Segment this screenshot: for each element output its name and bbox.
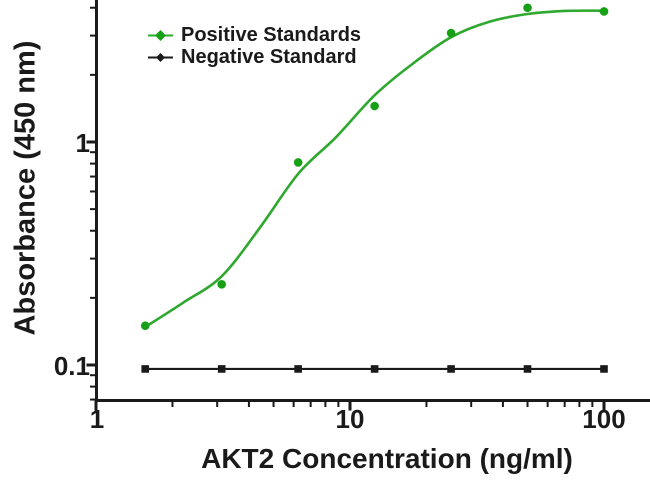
y-axis-title: Absorbance (450 nm) bbox=[9, 40, 42, 336]
legend-label-positive-standards: Positive Standards bbox=[181, 24, 362, 46]
positive-standards-data-point bbox=[599, 7, 609, 16]
x-tick-label-10: 10 bbox=[335, 404, 365, 434]
positive-standards-data-point bbox=[523, 3, 532, 13]
negative-standard-data-point bbox=[523, 365, 532, 373]
x-tick-label-100: 100 bbox=[582, 404, 626, 434]
positive-standards-data-point bbox=[217, 280, 226, 289]
positive-standards-data-point bbox=[140, 321, 150, 331]
y-tick-label-0-1: 0.1 bbox=[53, 351, 90, 381]
legend-item-negative-standard: Negative Standard bbox=[147, 46, 361, 68]
positive-standards-fit-curve bbox=[143, 9, 606, 329]
x-tick-label-1: 1 bbox=[89, 404, 105, 434]
negative-standard-data-point bbox=[294, 365, 302, 373]
axes bbox=[86, 0, 650, 411]
positive-standards-marker-icon bbox=[148, 29, 173, 41]
negative-standard-data-point bbox=[141, 365, 150, 373]
positive-standards-data-point bbox=[446, 28, 456, 38]
legend: Positive Standards Negative Standard bbox=[147, 24, 361, 68]
y-tick-label-1: 1 bbox=[75, 128, 90, 158]
positive-standards-data-point bbox=[370, 101, 379, 111]
negative-standard-data-point bbox=[600, 365, 608, 373]
legend-item-positive-standards: Positive Standards bbox=[147, 24, 361, 46]
negative-standard-marker-icon bbox=[148, 52, 173, 62]
negative-standard-data-point bbox=[217, 365, 226, 373]
legend-label-negative-standard: Negative Standard bbox=[181, 46, 357, 68]
negative-standard-data-point bbox=[447, 365, 455, 373]
data-series bbox=[140, 3, 609, 373]
negative-standard-data-point bbox=[370, 365, 379, 373]
x-axis-title: AKT2 Concentration (ng/ml) bbox=[201, 443, 573, 474]
positive-standards-data-point bbox=[293, 158, 303, 167]
